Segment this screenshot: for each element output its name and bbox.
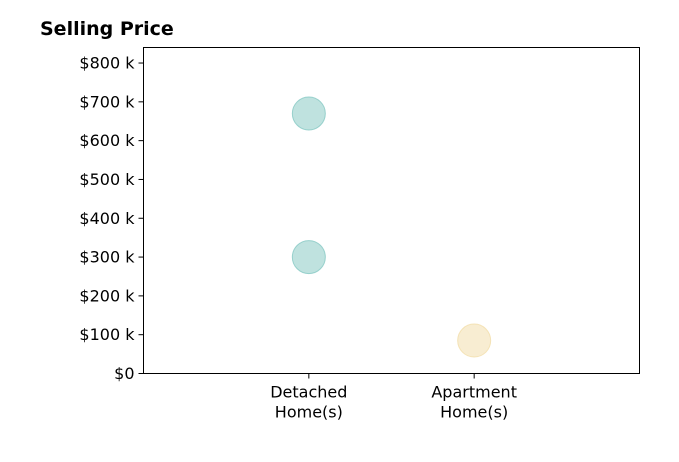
y-axis: $0 $100 k $200 k $300 k $400 k $500 k $600 k $7… (79, 54, 144, 383)
data-point (291, 96, 326, 131)
y-tick-label: $300 k (79, 248, 135, 267)
y-tick-label: $200 k (79, 286, 135, 305)
x-tick-label: Detached Home(s) (270, 383, 347, 422)
data-points (291, 96, 492, 358)
x-tick-label: Apartment Home(s) (431, 383, 517, 422)
chart-title: Selling Price (40, 18, 174, 40)
plot-area-frame (143, 47, 640, 374)
y-tick-label: $0 (114, 364, 134, 383)
y-tick-label: $800 k (79, 54, 135, 73)
data-point (291, 240, 326, 275)
data-point (457, 323, 492, 358)
x-axis: Detached Home(s) Apartment Home(s) (270, 373, 517, 422)
y-tick-label: $600 k (79, 131, 135, 150)
y-tick-label: $500 k (79, 170, 135, 189)
y-tick-label: $400 k (79, 209, 135, 228)
y-tick-label: $100 k (79, 325, 135, 344)
y-tick-label: $700 k (79, 92, 135, 111)
